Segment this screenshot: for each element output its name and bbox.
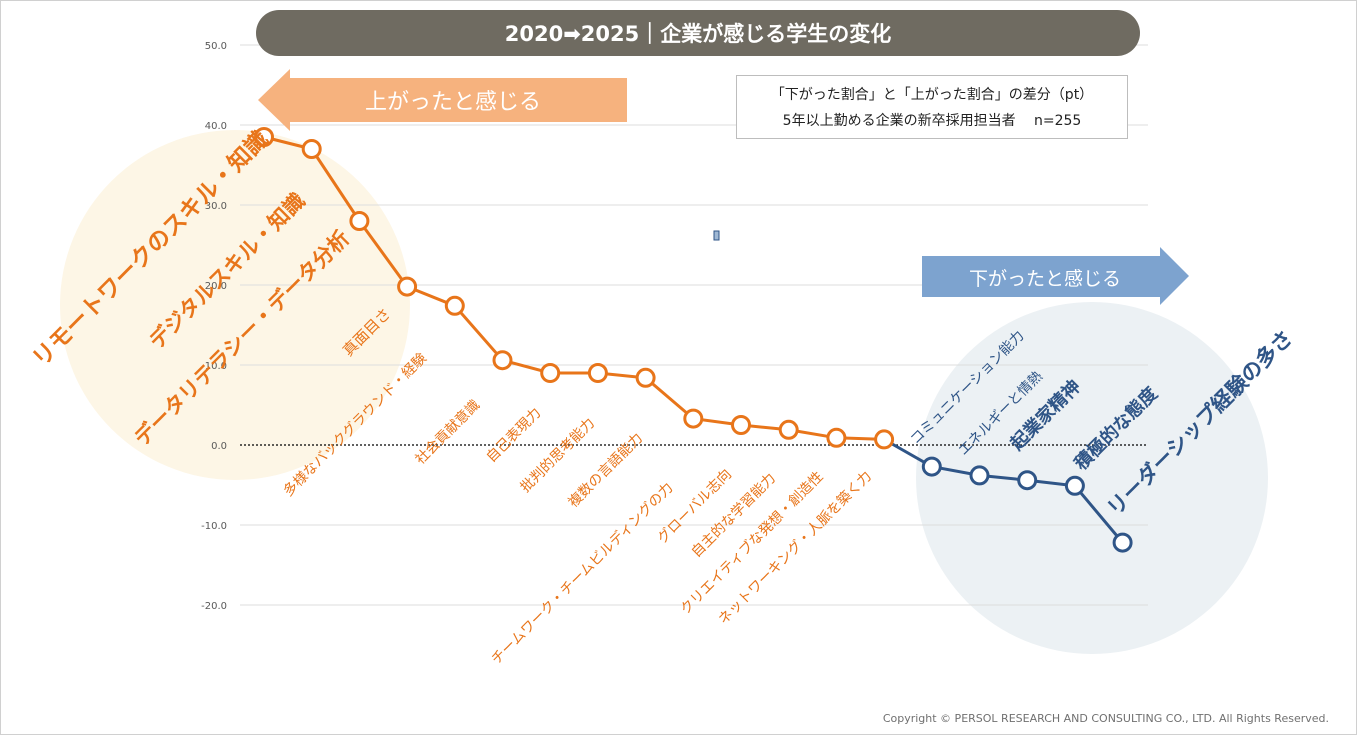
data-point — [587, 363, 608, 383]
legend-box: 「下がった割合」と「上がった割合」の差分（pt） 5年以上勤める企業の新卒採用担… — [736, 75, 1128, 139]
y-tick-label: 20.0 — [205, 281, 227, 292]
data-point — [540, 363, 561, 383]
data-point — [397, 276, 418, 297]
data-point — [731, 415, 751, 435]
data-point — [826, 427, 847, 448]
legend-line-2: 5年以上勤める企業の新卒採用担当者 n=255 — [782, 113, 1082, 129]
data-point — [921, 456, 942, 477]
y-tick-label: 40.0 — [205, 121, 227, 132]
down-arrow-label: 下がったと感じる — [969, 268, 1121, 290]
data-point — [301, 139, 322, 159]
data-point — [969, 465, 990, 486]
data-point — [1112, 532, 1133, 553]
y-tick-label: -20.0 — [201, 601, 227, 612]
y-tick-label: 50.0 — [205, 41, 227, 52]
data-point — [444, 295, 465, 316]
y-tick-label: 0.0 — [211, 441, 227, 452]
category-label: チームワーク・チームビルディングの力 — [488, 479, 677, 668]
small-marker — [713, 230, 720, 241]
upward-highlight-circle — [60, 130, 410, 480]
y-tick-label: 10.0 — [205, 361, 227, 372]
data-point — [349, 211, 370, 231]
up-arrow-label: 上がったと感じる — [365, 90, 541, 115]
data-point — [1064, 475, 1085, 496]
data-point — [683, 408, 704, 429]
data-point — [874, 429, 895, 450]
data-point — [492, 350, 513, 371]
y-tick-label: -10.0 — [201, 521, 227, 532]
category-label: 自主的な学習能力 — [689, 470, 780, 561]
up-arrow — [258, 69, 627, 131]
data-point — [1017, 470, 1038, 491]
category-label: 社会貢献意識 — [412, 396, 483, 467]
data-point — [635, 367, 656, 388]
data-point — [254, 127, 274, 147]
downward-highlight-circle — [916, 302, 1268, 654]
y-tick-label: 30.0 — [205, 201, 227, 212]
legend-line-1: 「下がった割合」と「上がった割合」の差分（pt） — [770, 87, 1094, 103]
data-point — [778, 419, 799, 440]
chart-title: 2020➡2025｜企業が感じる学生の変化 — [256, 10, 1140, 56]
down-arrow — [922, 247, 1189, 305]
copyright: Copyright © PERSOL RESEARCH AND CONSULTI… — [882, 712, 1329, 725]
category-label: 自己表現力 — [484, 405, 545, 466]
